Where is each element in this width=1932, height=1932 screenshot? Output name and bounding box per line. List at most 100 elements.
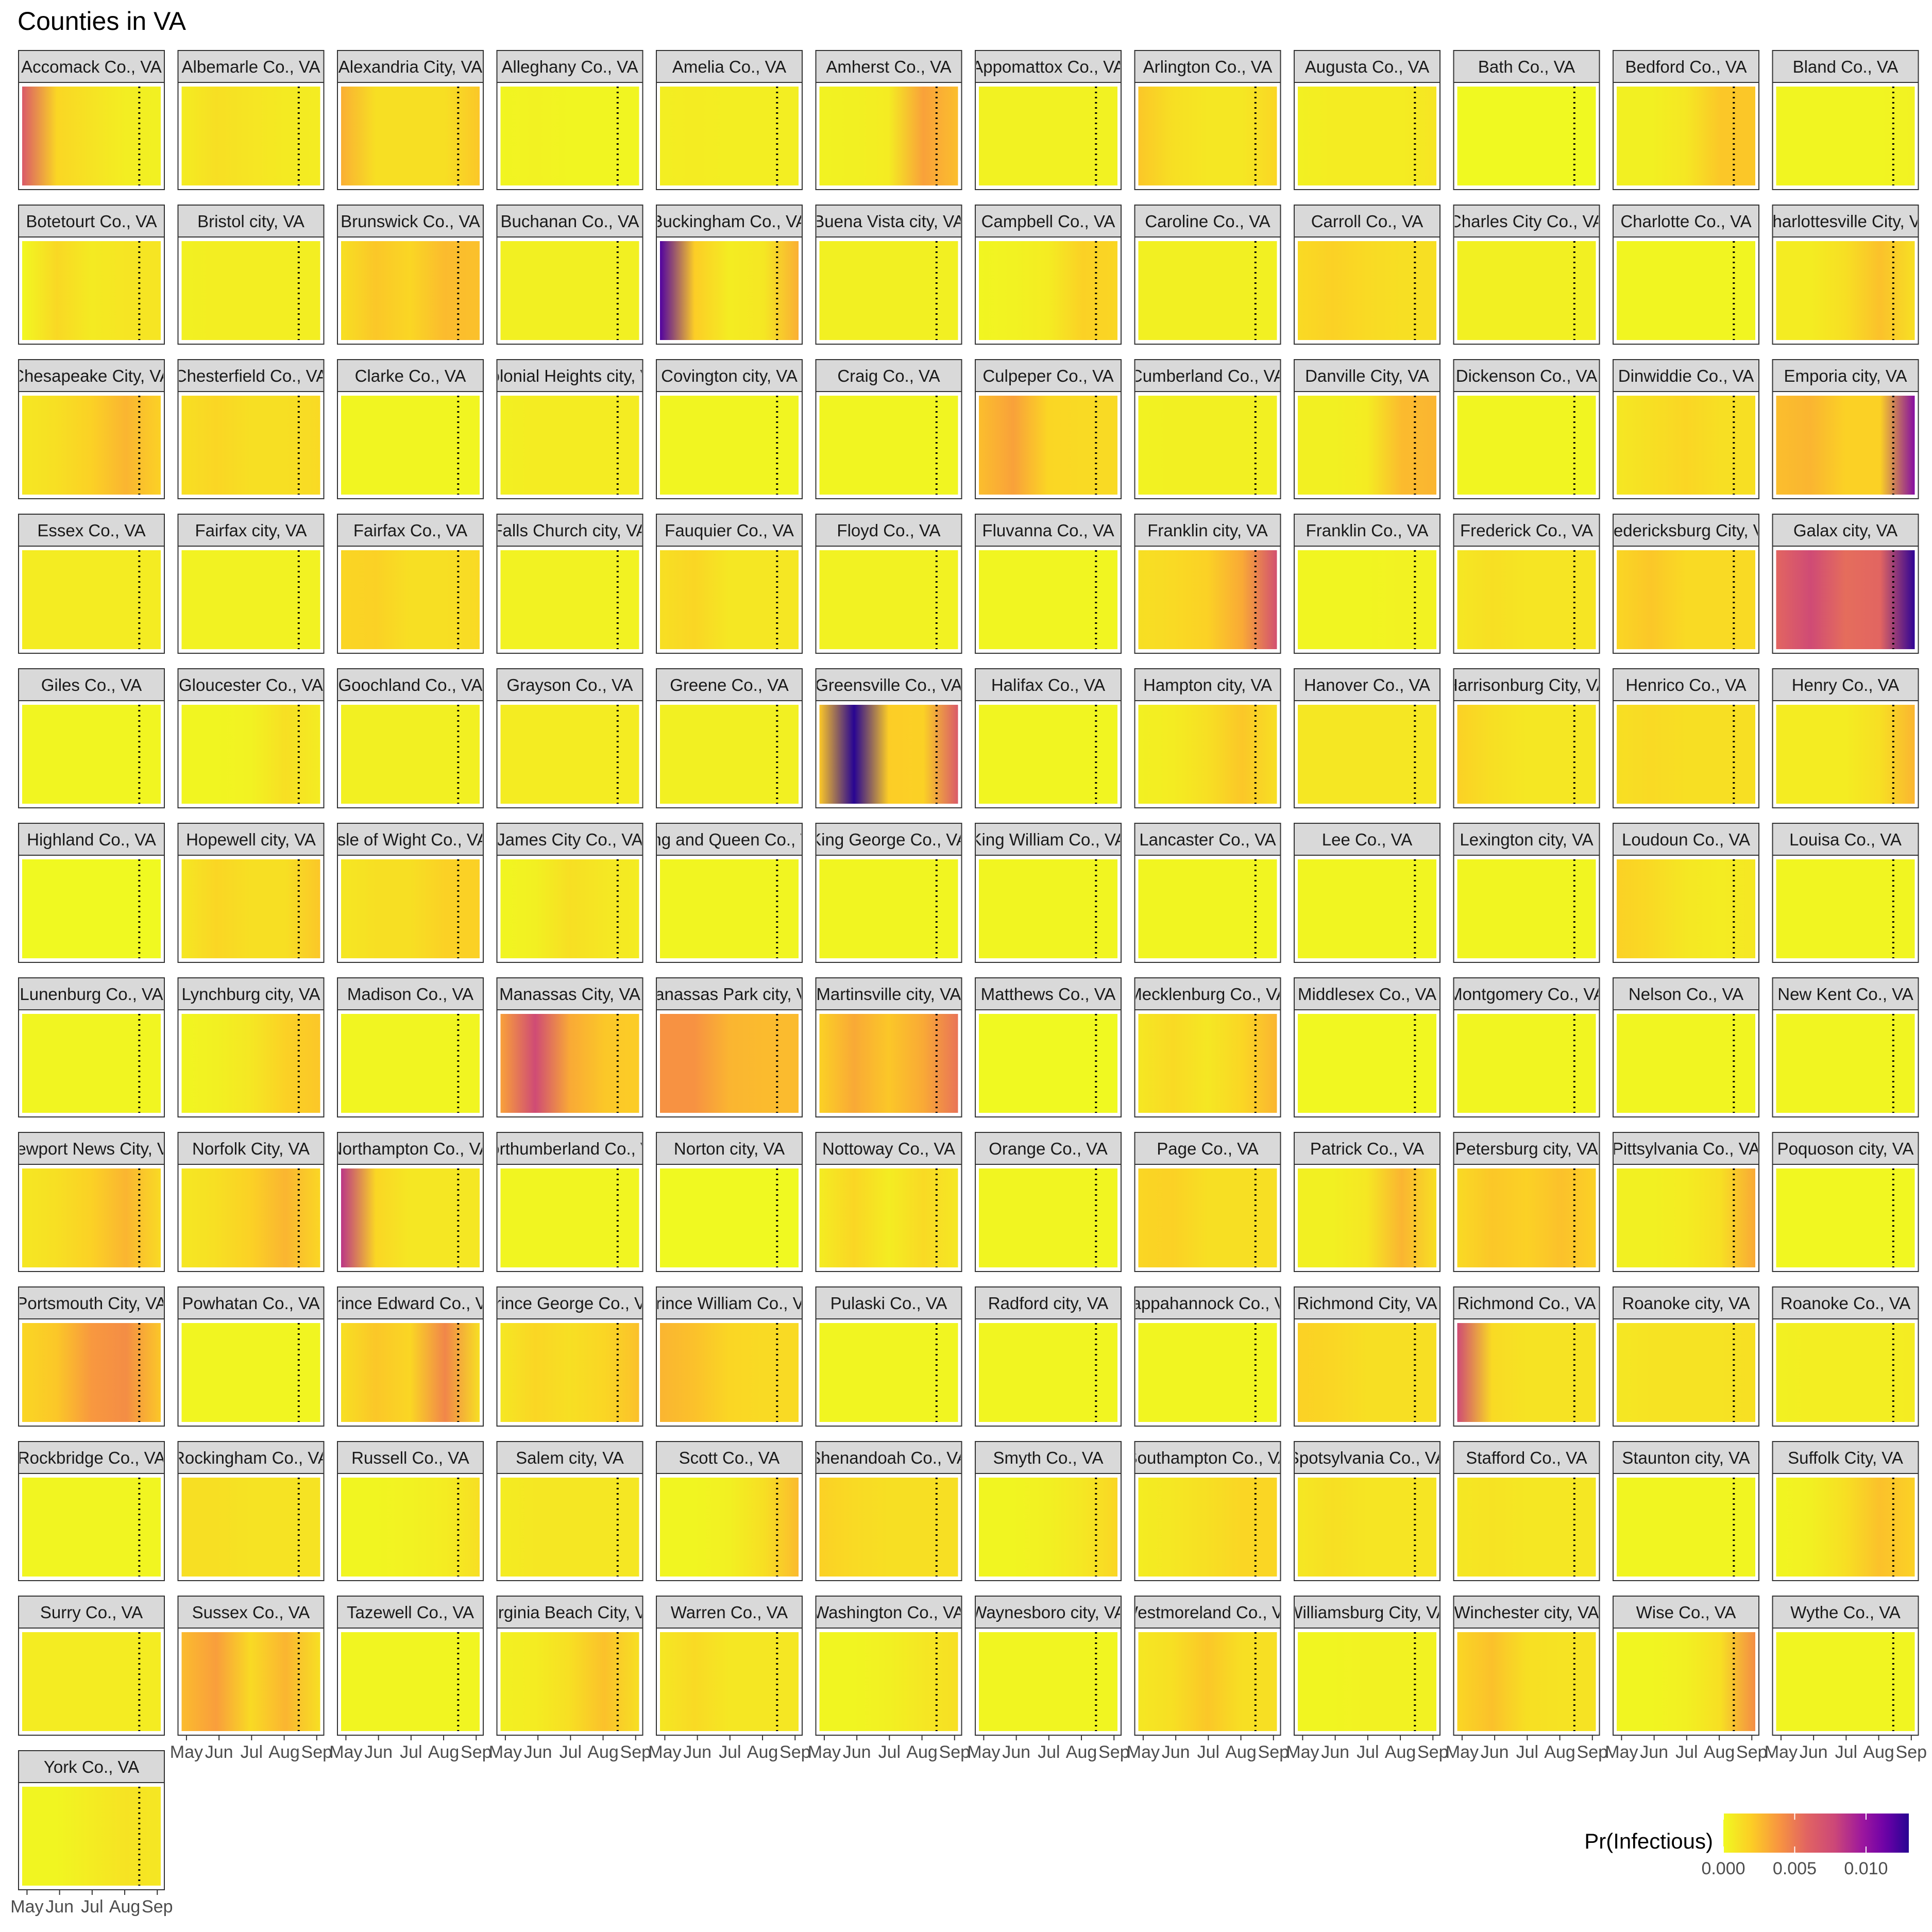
panel-label: Accomack Co., VA <box>21 57 162 76</box>
panel: Sussex Co., VA May Jun Jul Aug Sep <box>170 1596 332 1762</box>
panel: Richmond City, VA <box>1294 1286 1440 1427</box>
panel-strip <box>656 1441 803 1474</box>
panel-strip <box>337 1286 484 1319</box>
panel-strip <box>18 1596 165 1629</box>
heatmap-tile <box>819 859 958 958</box>
panel-label: Lancaster Co., VA <box>1139 830 1276 849</box>
heatmap-tile <box>181 1014 320 1113</box>
heatmap-tile <box>1457 87 1596 185</box>
panel-strip <box>1294 50 1440 83</box>
panel-strip <box>1453 50 1600 83</box>
panel: Floyd Co., VA <box>815 514 962 654</box>
x-tick-label: Aug <box>1544 1742 1575 1762</box>
panel-strip <box>177 823 325 856</box>
panel: Spotsylvania Co., VA <box>1294 1441 1440 1581</box>
x-tick-label: Sep <box>461 1742 492 1762</box>
panel-label: Bristol city, VA <box>197 212 304 231</box>
panel: Stafford Co., VA <box>1453 1441 1600 1581</box>
heatmap-tile <box>1457 705 1596 804</box>
panel-label: Martinsville city, VA <box>816 985 961 1004</box>
panel-label: Middlesex Co., VA <box>1298 985 1436 1004</box>
panel-strip <box>656 823 803 856</box>
panel-label: Warren Co., VA <box>671 1603 788 1622</box>
panel: Loudoun Co., VA <box>1613 823 1759 963</box>
panel-label: Botetourt Co., VA <box>26 212 157 231</box>
panel-label: Prince George Co., VA <box>484 1294 655 1313</box>
panel-label: Pulaski Co., VA <box>831 1294 947 1313</box>
panel-label: Hampton city, VA <box>1143 675 1272 694</box>
panel-strip <box>496 50 643 83</box>
panel-strip <box>815 977 962 1010</box>
panel: Chesterfield Co., VA <box>177 359 325 499</box>
x-tick-label: May <box>1127 1742 1160 1762</box>
panel-label: Manassas Park city, VA <box>641 985 818 1004</box>
heatmap-tile <box>1457 859 1596 958</box>
legend-tick-label: 0.005 <box>1773 1859 1817 1878</box>
panel: Bristol city, VA <box>177 205 325 345</box>
heatmap-tile <box>1776 705 1915 804</box>
panel-label: Floyd Co., VA <box>837 521 940 540</box>
panel-label: Newport News City, VA <box>4 1139 178 1158</box>
panel-label: Mecklenburg Co., VA <box>1128 985 1287 1004</box>
panel-label: Charlotte Co., VA <box>1620 212 1751 231</box>
panel: Halifax Co., VA <box>975 668 1122 808</box>
panel-strip <box>1294 359 1440 392</box>
heatmap-tile <box>341 87 480 185</box>
panel: Matthews Co., VA <box>975 977 1122 1117</box>
heatmap-tile <box>819 550 958 649</box>
panel: Warren Co., VA May Jun Jul Aug Sep <box>648 1596 811 1762</box>
panel-strip <box>337 1596 484 1629</box>
panel-label: Nottoway Co., VA <box>822 1139 955 1158</box>
heatmap-tile <box>660 550 799 649</box>
panel: Rockingham Co., VA <box>177 1441 325 1581</box>
x-tick-label: Jun <box>45 1897 74 1917</box>
panel: Portsmouth City, VA <box>18 1286 165 1427</box>
heatmap-tile <box>1617 1168 1755 1267</box>
heatmap-tile <box>1138 1478 1277 1577</box>
panel-strip <box>1613 359 1759 392</box>
heatmap-tile <box>22 1014 161 1113</box>
panel-label: Powhatan Co., VA <box>182 1294 319 1313</box>
heatmap-tile <box>1457 396 1596 495</box>
panel-strip <box>1294 823 1440 856</box>
panel-label: Matthews Co., VA <box>981 985 1116 1004</box>
panel: New Kent Co., VA <box>1772 977 1919 1117</box>
heatmap-tile <box>1457 241 1596 340</box>
panel: King George Co., VA <box>815 823 962 963</box>
panel: Franklin city, VA <box>1134 514 1281 654</box>
heatmap-tile <box>500 1632 639 1731</box>
panel-strip <box>1772 1132 1919 1165</box>
panel: Hopewell city, VA <box>177 823 325 963</box>
panel-strip <box>1453 205 1600 238</box>
panel-strip <box>337 977 484 1010</box>
panel-label: Henrico Co., VA <box>1625 675 1746 694</box>
panel-label: Fairfax Co., VA <box>353 521 467 540</box>
panel: Essex Co., VA <box>18 514 165 654</box>
panel-strip <box>496 514 643 547</box>
heatmap-tile <box>1298 550 1436 649</box>
heatmap-tile <box>341 396 480 495</box>
panel: Fluvanna Co., VA <box>975 514 1122 654</box>
x-tick-label: May <box>1286 1742 1319 1762</box>
heatmap-tile <box>819 1014 958 1113</box>
panel-label: Giles Co., VA <box>41 675 142 694</box>
panel-strip <box>656 359 803 392</box>
panel: Greene Co., VA <box>656 668 803 808</box>
panel: Winchester city, VA May Jun Jul Aug Sep <box>1446 1596 1608 1762</box>
panel-label: Winchester city, VA <box>1454 1603 1599 1622</box>
panel-label: Chesapeake City, VA <box>12 366 171 385</box>
panel-strip <box>815 205 962 238</box>
panel: Smyth Co., VA <box>975 1441 1122 1581</box>
panel-label: Roanoke Co., VA <box>1781 1294 1911 1313</box>
heatmap-tile <box>500 1478 639 1577</box>
heatmap-tile <box>819 87 958 185</box>
panel: Lunenburg Co., VA <box>18 977 165 1117</box>
panel: Fredericksburg City, VA <box>1613 514 1759 654</box>
panel: Albemarle Co., VA <box>177 50 325 190</box>
panel: Madison Co., VA <box>337 977 484 1117</box>
panel-label: Frederick Co., VA <box>1460 521 1593 540</box>
x-tick-label: Jun <box>683 1742 711 1762</box>
panel-strip <box>1134 668 1281 701</box>
panel: James City Co., VA <box>496 823 643 963</box>
panel-label: Danville City, VA <box>1305 366 1429 385</box>
